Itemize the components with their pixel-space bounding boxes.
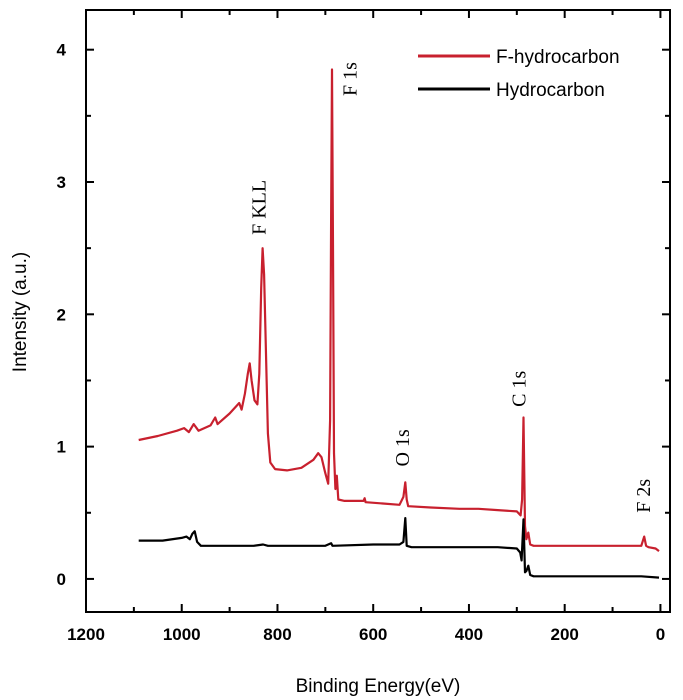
x-tick-label: 600 xyxy=(359,625,387,644)
tick-labels: 1200 1000 800 600 400 200 0 0 1 2 3 4 xyxy=(57,41,666,644)
x-tick-label: 1000 xyxy=(163,625,201,644)
legend: F-hydrocarbon Hydrocarbon xyxy=(418,47,620,101)
series-layer xyxy=(138,68,660,579)
y-axis-title: Intensity (a.u.) xyxy=(10,252,31,372)
x-axis-title: Binding Energy(eV) xyxy=(296,676,461,697)
legend-label-f-hydrocarbon: F-hydrocarbon xyxy=(496,47,620,68)
x-tick-label: 800 xyxy=(263,625,291,644)
y-tick-label: 3 xyxy=(57,173,66,192)
series-line-hydrocarbon xyxy=(138,517,660,579)
peak-label: F 2s xyxy=(633,479,655,513)
peak-label: C 1s xyxy=(508,371,530,407)
peak-label: F KLL xyxy=(249,180,271,235)
axis-ticks xyxy=(85,10,670,612)
x-tick-label: 1200 xyxy=(67,625,105,644)
plot-frame xyxy=(85,9,671,613)
peak-label: F 1s xyxy=(340,62,362,96)
x-tick-label: 200 xyxy=(551,625,579,644)
peak-label: O 1s xyxy=(392,429,414,466)
series-line-f-hydrocarbon xyxy=(138,68,660,552)
x-tick-label: 400 xyxy=(455,625,483,644)
y-tick-label: 0 xyxy=(57,570,66,589)
y-tick-label: 4 xyxy=(57,41,67,60)
peak-annotations: F 1s F KLL O 1s C 1s F 2s xyxy=(249,62,655,513)
y-tick-label: 2 xyxy=(57,305,66,324)
x-tick-label: 0 xyxy=(656,625,665,644)
legend-label-hydrocarbon: Hydrocarbon xyxy=(496,80,605,101)
y-tick-label: 1 xyxy=(57,438,66,457)
